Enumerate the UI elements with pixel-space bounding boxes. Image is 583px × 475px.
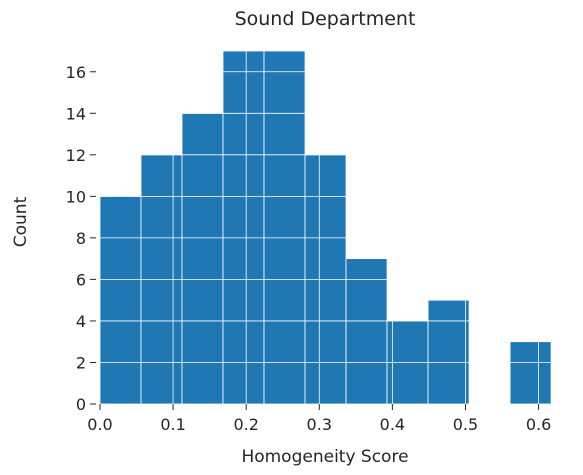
x-tick-label-0: 0.0 [87, 415, 112, 434]
y-tick-label-5: 10 [66, 187, 86, 206]
x-axis-label: Homogeneity Score [241, 447, 408, 467]
y-tick-label-4: 8 [76, 229, 86, 248]
histogram-bar-6 [345, 258, 388, 405]
y-tick-label-7: 14 [66, 104, 86, 123]
x-tick-label-6: 0.6 [526, 415, 551, 434]
y-tick-label-6: 12 [66, 146, 86, 165]
gridlines-group [100, 51, 551, 404]
bars-group [99, 50, 552, 405]
histogram-bar-8 [427, 299, 470, 405]
histogram-bar-10 [509, 341, 552, 405]
y-tick-label-0: 0 [76, 395, 86, 414]
x-tick-label-5: 0.5 [453, 415, 478, 434]
x-tick-label-2: 0.2 [233, 415, 258, 434]
y-tick-label-2: 4 [76, 312, 86, 331]
histogram-bar-0 [99, 195, 142, 405]
x-tick-label-1: 0.1 [160, 415, 185, 434]
x-tick-label-3: 0.3 [307, 415, 332, 434]
x-axis-ticks: 0.0 0.1 0.2 0.3 0.4 0.5 0.6 [87, 404, 551, 434]
y-tick-label-1: 2 [76, 353, 86, 372]
histogram-bar-3 [222, 50, 265, 405]
y-tick-label-3: 6 [76, 270, 86, 289]
x-tick-label-4: 0.4 [380, 415, 405, 434]
y-axis-ticks: 0 2 4 6 8 10 12 14 16 [66, 63, 96, 414]
chart-title: Sound Department [235, 8, 416, 30]
y-axis-label: Count [11, 196, 31, 247]
y-tick-label-8: 16 [66, 63, 86, 82]
histogram-bar-2 [181, 112, 224, 405]
histogram-bar-4 [263, 50, 306, 405]
